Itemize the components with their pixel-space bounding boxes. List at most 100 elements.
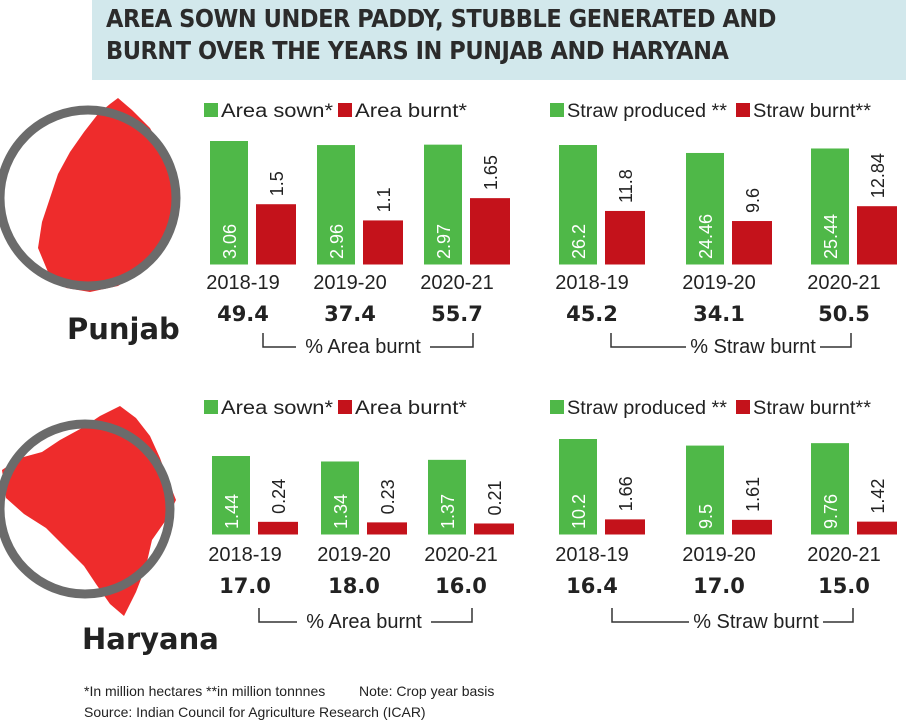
bracket-left [262, 333, 296, 348]
bar-red-2020-21 [470, 198, 510, 265]
percent-burnt-label: % Straw burnt [690, 336, 816, 358]
bar-red-2018-19 [256, 204, 296, 265]
percent-bracket: % Straw burnt [610, 333, 852, 358]
bar-green-2018-19 [210, 141, 248, 265]
bar-value-label: 1.34 [331, 494, 351, 529]
category-tick-label: 2018-19 [208, 544, 281, 566]
legend-label: Straw produced ** [567, 398, 728, 419]
legend-swatch-green [204, 103, 218, 117]
percent-bracket: % Area burnt [262, 333, 474, 358]
percent-burnt-value: 49.4 [217, 302, 269, 326]
legend-swatch-green [204, 400, 218, 414]
bar-chart-haryana-2: Area sown* Area burnt* 1.44 0.24 2018-19 17.0… [204, 398, 519, 633]
legend-label: Area burnt* [355, 101, 468, 122]
category-tick-label: 2018-19 [555, 272, 628, 294]
category-tick-label: 2019-20 [317, 544, 390, 566]
bar-green-2020-21 [811, 443, 849, 535]
percent-burnt-label: % Straw burnt [693, 611, 819, 633]
chart-panels: Area sown* Area burnt* 3.06 1.5 2018-19 49.4 2… [204, 101, 902, 633]
legend-label: Area burnt* [355, 398, 468, 419]
bar-red-2018-19 [605, 210, 645, 265]
bar-value-label: 1.66 [616, 476, 636, 511]
bar-red-2018-19 [258, 521, 298, 535]
bar-value-label: 10.2 [569, 494, 589, 529]
title-banner: AREA SOWN UNDER PADDY, STUBBLE GENERATED… [92, 0, 906, 80]
source-note: Source: Indian Council for Agriculture R… [84, 704, 426, 720]
map-ring [0, 105, 181, 291]
percent-burnt-value: 17.0 [693, 574, 745, 598]
percent-burnt-value: 16.0 [435, 574, 487, 598]
percent-bracket: % Area burnt [258, 608, 473, 633]
chart-title-line-2: BURNT OVER THE YEARS IN PUNJAB AND HARYA… [106, 36, 729, 65]
bar-chart-haryana-3: Straw produced ** Straw burnt** 10.2 1.66 20… [550, 398, 902, 633]
units-note: *In million hectares **in million tonnne… [84, 683, 326, 699]
category-tick-label: 2019-20 [682, 544, 755, 566]
bracket-right [823, 608, 854, 623]
percent-burnt-value: 15.0 [818, 574, 870, 598]
category-tick-label: 2018-19 [555, 544, 628, 566]
map-ring [0, 419, 175, 599]
bar-green-2020-21 [428, 459, 466, 535]
legend-label: Area sown* [221, 398, 334, 419]
bar-value-label: 9.5 [696, 504, 716, 529]
bracket-right [431, 608, 473, 623]
percent-burnt-value: 55.7 [431, 302, 483, 326]
bar-red-2019-20 [367, 522, 407, 535]
crop-note: Note: Crop year basis [359, 683, 495, 699]
percent-bracket: % Straw burnt [611, 608, 854, 633]
bar-green-2018-19 [559, 439, 597, 535]
percent-burnt-label: % Area burnt [306, 611, 422, 633]
bar-red-2018-19 [605, 519, 645, 535]
percent-burnt-value: 16.4 [566, 574, 618, 598]
punjab-map-icon [38, 98, 176, 292]
legend: Area sown* Area burnt* [204, 101, 468, 122]
bar-green-2019-20 [317, 145, 355, 265]
bar-chart-punjab-0: Area sown* Area burnt* 3.06 1.5 2018-19 49.4 2… [204, 101, 515, 358]
percent-burnt-value: 34.1 [693, 302, 745, 326]
bar-red-2020-21 [474, 523, 514, 535]
category-tick-label: 2020-21 [807, 272, 880, 294]
bar-green-2020-21 [811, 148, 849, 265]
bracket-left [610, 333, 686, 348]
bar-red-2020-21 [857, 206, 897, 265]
haryana-map-icon [2, 406, 176, 616]
bracket-right [820, 333, 852, 348]
bar-value-label: 1.5 [267, 171, 287, 196]
bar-value-label: 0.24 [269, 479, 289, 514]
bar-green-2020-21 [424, 144, 462, 265]
category-tick-label: 2019-20 [682, 272, 755, 294]
bar-value-label: 12.84 [868, 153, 888, 198]
state-label: Haryana [82, 622, 219, 656]
legend-label: Straw burnt** [753, 398, 872, 419]
legend: Straw produced ** Straw burnt** [550, 398, 872, 419]
legend-label: Area sown* [221, 101, 334, 122]
percent-burnt-value: 17.0 [219, 574, 271, 598]
category-tick-label: 2020-21 [807, 544, 880, 566]
bar-red-2019-20 [732, 221, 772, 265]
bar-value-label: 0.23 [378, 479, 398, 514]
percent-burnt-value: 18.0 [328, 574, 380, 598]
chart-title-line-1: AREA SOWN UNDER PADDY, STUBBLE GENERATED… [106, 4, 777, 33]
legend-label: Straw produced ** [567, 101, 728, 122]
percent-burnt-value: 45.2 [566, 302, 618, 326]
bar-red-2020-21 [857, 521, 897, 535]
legend-label: Straw burnt** [753, 101, 872, 122]
state-label: Punjab [67, 312, 180, 346]
legend-swatch-red [736, 103, 750, 117]
percent-burnt-label: % Area burnt [305, 336, 421, 358]
state-maps: Punjab Haryana [0, 98, 219, 656]
state-group-punjab: Punjab [0, 98, 181, 346]
bracket-left [611, 608, 689, 623]
legend-swatch-green [550, 400, 564, 414]
category-tick-label: 2019-20 [313, 272, 386, 294]
percent-burnt-value: 37.4 [324, 302, 376, 326]
bar-red-2019-20 [732, 519, 772, 535]
category-tick-label: 2020-21 [424, 544, 497, 566]
bar-green-2019-20 [686, 445, 724, 535]
footer-notes: *In million hectares **in million tonnne… [84, 683, 494, 699]
bar-chart-punjab-1: Straw produced ** Straw burnt** 26.2 11.8 20… [550, 101, 902, 358]
legend-swatch-red [338, 103, 352, 117]
bar-value-label: 26.2 [569, 224, 589, 259]
bar-value-label: 1.37 [438, 494, 458, 529]
